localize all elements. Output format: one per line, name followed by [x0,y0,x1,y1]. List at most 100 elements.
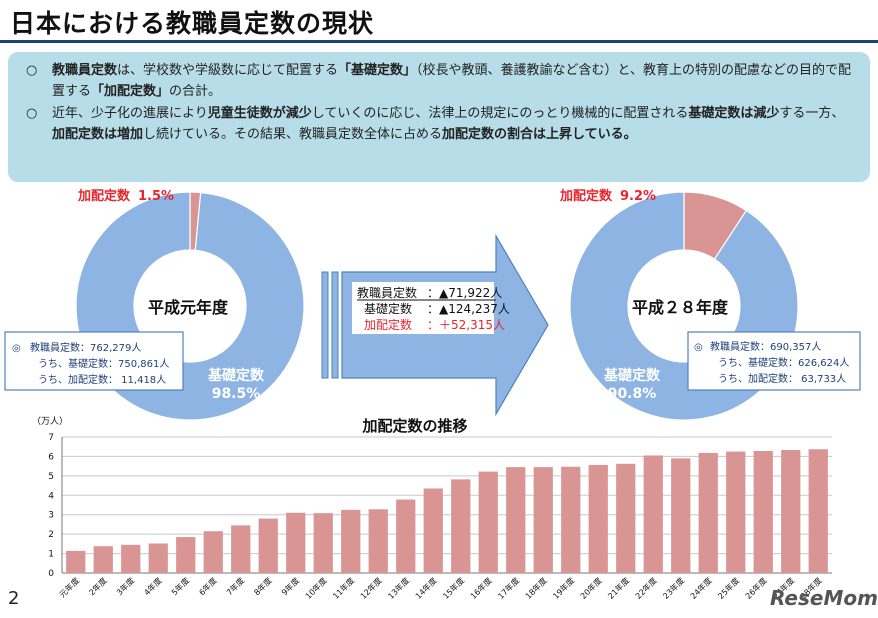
summary-bullet-2: ○ 近年、少子化の進展により児童生徒数が減少していくのに応じ、法律上の規定にのっ… [22,103,856,145]
change-base-label: 基礎定数 [364,301,412,316]
summary-segment: 「加配定数」 [91,84,170,99]
x-tick-label: 22年度 [633,575,659,601]
x-tick-label: 12年度 [358,575,384,601]
bar [341,509,361,573]
x-tick-label: 24年度 [688,575,714,601]
x-tick-label: 14年度 [413,575,439,601]
slide-title: 日本における教職員定数の現状 [10,9,375,38]
x-tick-label: 6年度 [197,575,219,597]
y-tick-label: 3 [48,511,54,521]
brand-logo: ReseMom [770,586,878,610]
right-info-line-3: うち、加配定数： 63,733人 [718,372,846,385]
right-info-box: ◎ 教職員定数：690,357人 うち、基礎定数：626,624人 うち、加配定… [687,331,861,391]
summary-segment: （校長や教頭、養護教諭など含む）と、教育上の特別の配慮などの目的で配置する [52,63,852,99]
x-tick-label: 7年度 [224,575,246,597]
bar [753,450,773,573]
summary-segment: し続けている。その結果、教職員定数全体に占める [143,127,443,142]
x-tick-label: 18年度 [523,575,549,601]
x-tick-label: 4年度 [142,575,164,597]
bar [148,543,168,573]
bar-chart-ylabel: （万人） [32,416,68,427]
right-base-pct: 90.8% [608,386,657,402]
x-tick-label: 3年度 [114,575,136,597]
summary-segment: していくのに応じ、法律上の規定にのっとり機械的に配置される [311,106,689,121]
summary-segment: 「基礎定数」 [338,63,417,78]
bar [533,467,553,573]
y-tick-label: 0 [48,569,54,579]
bar [121,544,141,573]
left-info-line-2: うち、基礎定数：750,861人 [38,357,169,370]
x-tick-label: 25年度 [716,575,742,601]
left-info-line-1: 教職員定数：762,279人 [30,341,141,354]
left-year-label: 平成元年度 [148,298,229,317]
bar [588,464,608,573]
change-extra-value: ：＋52,315人 [427,318,505,332]
summary-segment: する一方、 [779,106,845,121]
bar [203,531,223,573]
left-extra-pct: 1.5% [138,189,174,204]
summary-segment: 加配定数の割合は上昇している。 [442,127,637,142]
bar [93,546,113,573]
x-tick-label: 8年度 [252,575,274,597]
x-tick-label: 20年度 [578,575,604,601]
summary-segment: 児童生徒数が減少 [207,106,312,121]
bar [176,537,196,573]
x-tick-label: 2年度 [87,575,109,597]
change-total-label: 教職員定数 [357,285,417,300]
info-mark-icon: ◎ [694,342,703,353]
x-tick-label: 19年度 [551,575,577,601]
bar-chart-title: 加配定数の推移 [361,417,467,435]
bar [66,550,86,573]
bar-x-ticks: 元年度 2年度 3年度 4年度 5年度 6年度 7年度 8年度 9年度 10年度 11年度 12年度 1… [57,575,824,601]
bar [423,488,443,573]
right-extra-pct: 9.2% [620,189,656,204]
x-tick-label: 13年度 [386,575,412,601]
x-tick-label: 元年度 [57,575,81,599]
x-tick-label: 26年度 [743,575,769,601]
bar [478,471,498,573]
bar [781,450,801,573]
left-base-pct: 98.5% [212,386,261,402]
x-tick-label: 15年度 [441,575,467,601]
bar [396,499,416,573]
x-tick-label: 11年度 [331,575,357,601]
bar [368,509,388,573]
x-tick-label: 23年度 [661,575,687,601]
bar [231,525,251,573]
y-tick-label: 1 [48,550,54,560]
x-tick-label: 5年度 [169,575,191,597]
right-base-label: 基礎定数 [604,367,661,384]
bar [698,452,718,573]
x-tick-label: 10年度 [303,575,329,601]
page-number: 2 [8,588,20,609]
bar [286,512,306,573]
x-tick-label: 17年度 [496,575,522,601]
right-info-line-2: うち、基礎定数：626,624人 [718,356,849,369]
bar [616,463,636,573]
summary-segment: 教職員定数 [52,63,118,78]
x-tick-label: 16年度 [468,575,494,601]
change-extra-label: 加配定数 [364,317,412,332]
right-year-label: 平成２８年度 [632,298,729,317]
y-tick-label: 2 [48,530,54,540]
bar [451,479,471,573]
summary-segment: 加配定数は増加 [52,127,144,142]
title-rule [0,40,878,43]
bar [808,449,828,573]
summary-segment: は、学校数や学級数に応じて配置する [117,63,339,78]
left-info-line-3: うち、加配定数： 11,418人 [38,373,166,386]
bar [643,455,663,573]
summary-box: ○ 教職員定数は、学校数や学級数に応じて配置する「基礎定数」（校長や教頭、養護教… [8,52,870,182]
left-base-label: 基礎定数 [208,367,265,384]
change-total-value: ：▲71,922人 [427,286,502,300]
bullet-circle-icon: ○ [26,106,38,121]
summary-text-2: 近年、少子化の進展により児童生徒数が減少していくのに応じ、法律上の規定にのっとり… [52,106,844,142]
y-tick-label: 7 [48,433,54,443]
x-tick-label: 21年度 [606,575,632,601]
right-info-line-1: 教職員定数：690,357人 [710,340,821,353]
summary-segment: の合計。 [169,84,222,99]
summary-text-1: 教職員定数は、学校数や学級数に応じて配置する「基礎定数」（校長や教頭、養護教諭な… [52,63,851,99]
bar-bars [66,449,828,573]
summary-bullet-1: ○ 教職員定数は、学校数や学級数に応じて配置する「基礎定数」（校長や教頭、養護教… [22,60,856,102]
bar [313,513,333,573]
